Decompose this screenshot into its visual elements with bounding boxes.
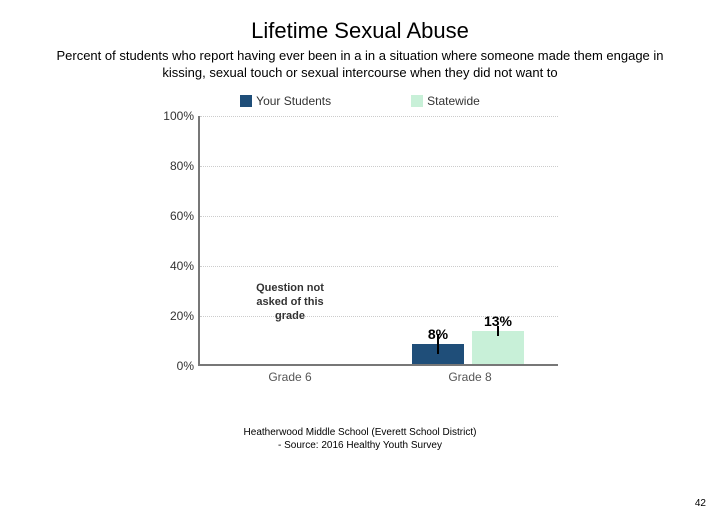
plot-area: 0%20%40%60%80%100%Grade 6Question not as… (198, 116, 558, 366)
error-bar (497, 326, 499, 336)
legend-item-your-students: Your Students (240, 94, 331, 108)
page-number: 42 (695, 498, 706, 509)
chart-subtitle: Percent of students who report having ev… (48, 48, 672, 82)
y-tick-label: 100% (148, 109, 194, 123)
footer-source: - Source: 2016 Healthy Youth Survey (0, 439, 720, 452)
bar: 13% (472, 331, 524, 364)
footer-school: Heatherwood Middle School (Everett Schoo… (0, 426, 720, 439)
legend-swatch-icon (411, 95, 423, 107)
legend-swatch-icon (240, 95, 252, 107)
gridline (200, 166, 558, 167)
legend-label: Your Students (256, 94, 331, 108)
legend-item-statewide: Statewide (411, 94, 480, 108)
y-tick-label: 60% (148, 209, 194, 223)
x-tick-label: Grade 6 (268, 370, 311, 384)
footer: Heatherwood Middle School (Everett Schoo… (0, 426, 720, 452)
chart-title: Lifetime Sexual Abuse (0, 18, 720, 44)
gridline (200, 116, 558, 117)
legend-label: Statewide (427, 94, 480, 108)
chart-container: Your Students Statewide 0%20%40%60%80%10… (140, 94, 580, 404)
y-tick-label: 40% (148, 259, 194, 273)
y-tick-label: 0% (148, 359, 194, 373)
gridline (200, 216, 558, 217)
gridline (200, 266, 558, 267)
legend: Your Students Statewide (140, 94, 580, 108)
bar: 8% (412, 344, 464, 364)
y-tick-label: 20% (148, 309, 194, 323)
y-tick-label: 80% (148, 159, 194, 173)
error-bar (437, 334, 439, 354)
group-note: Question not asked of this grade (240, 281, 340, 324)
x-tick-label: Grade 8 (448, 370, 491, 384)
